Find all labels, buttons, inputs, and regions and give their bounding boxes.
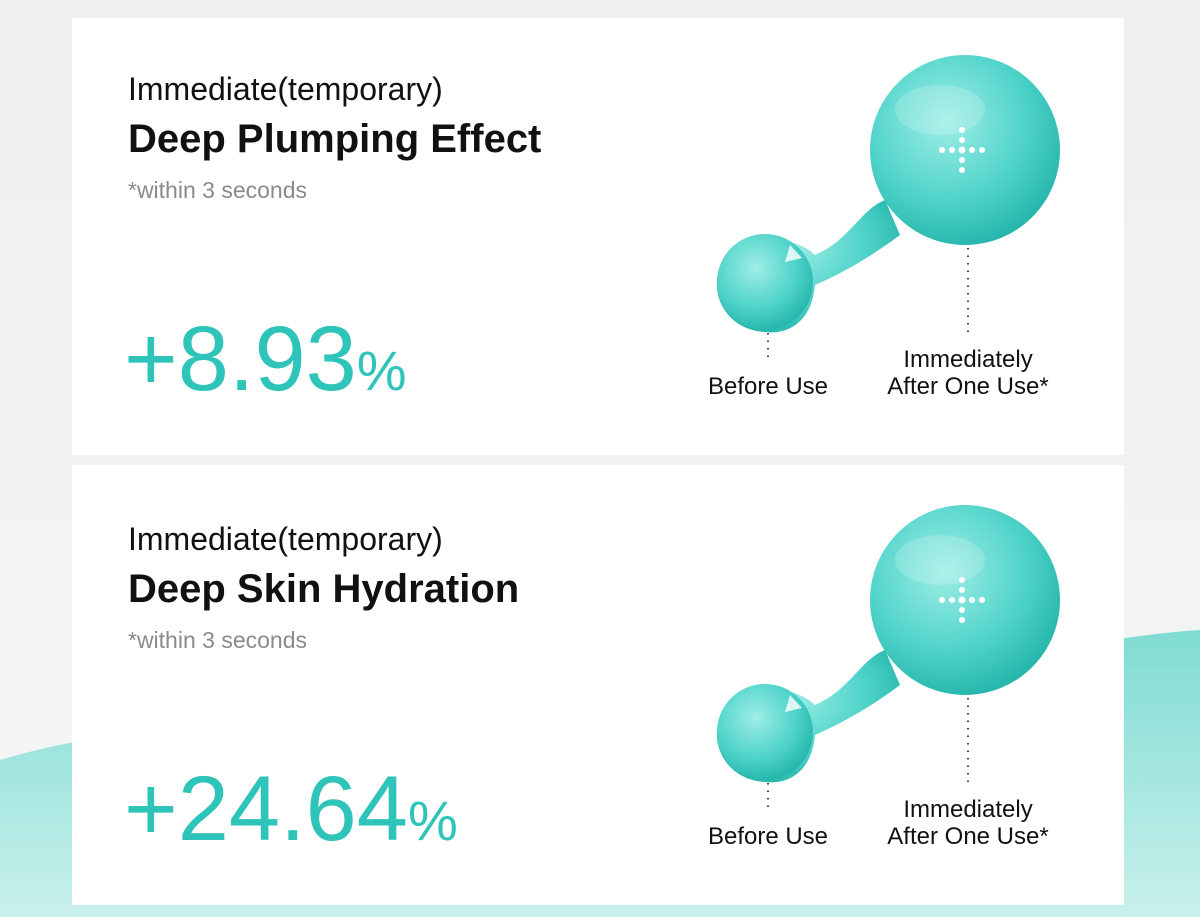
card: Immediate(temporary) Deep Skin Hydration… [72,465,1124,905]
stat-number: +8.93 [124,308,357,410]
stat-number: +24.64 [124,758,408,860]
card-title: Deep Skin Hydration [128,567,519,611]
card-subtitle: Immediate(temporary) [128,71,443,107]
stat-value: +8.93% [124,308,407,410]
card-note: *within 3 seconds [128,177,307,203]
after-label: Immediately [903,796,1032,823]
card: Immediate(temporary) Deep Plumping Effec… [72,18,1124,455]
stat-unit: % [408,789,458,852]
after-label: After One Use* [887,823,1048,850]
after-label: Immediately [903,346,1032,373]
before-label: Before Use [708,823,828,850]
card-title: Deep Plumping Effect [128,117,541,161]
card-note: *within 3 seconds [128,627,307,653]
before-label: Before Use [708,373,828,400]
stat-value: +24.64% [124,758,458,860]
card-subtitle: Immediate(temporary) [128,521,443,557]
after-label: After One Use* [887,373,1048,400]
stat-unit: % [357,339,407,402]
